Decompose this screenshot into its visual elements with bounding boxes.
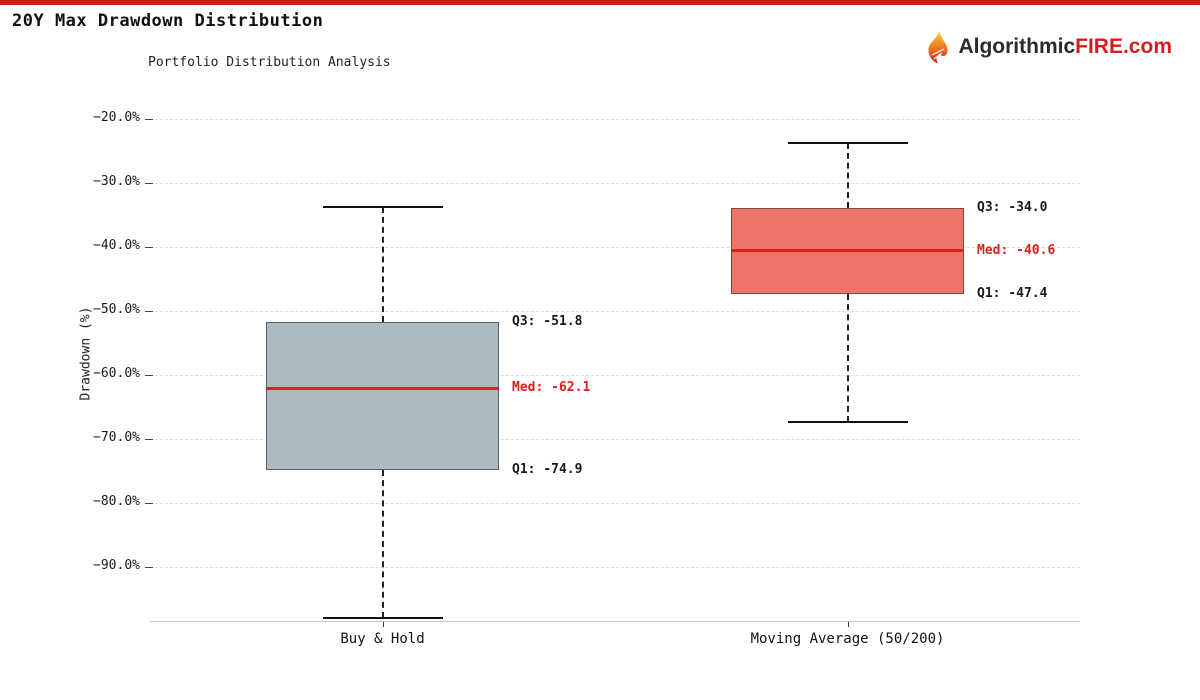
y-tick-mark (145, 438, 153, 440)
y-tick-mark (145, 182, 153, 184)
whisker-cap-upper (322, 206, 443, 209)
gridline (150, 374, 1080, 376)
y-tick-label: −30.0% (93, 173, 140, 189)
x-tick-mark (382, 622, 384, 627)
gridline (150, 118, 1080, 120)
y-tick-label: −60.0% (93, 365, 140, 381)
y-tick-label: −40.0% (93, 237, 140, 253)
logo[interactable]: AlgorithmicFIRE.com (922, 28, 1172, 66)
q1-annotation: Q1: -47.4 (977, 286, 1048, 302)
median-line (731, 249, 964, 253)
x-category-label: Buy & Hold (340, 631, 425, 647)
y-tick-mark (145, 310, 153, 312)
whisker-lower (846, 294, 849, 422)
whisker-cap-lower (787, 420, 908, 423)
gridline (150, 502, 1080, 504)
whisker-cap-upper (787, 142, 908, 145)
y-tick-label: −50.0% (93, 301, 140, 317)
gridline (150, 566, 1080, 568)
whisker-cap-lower (322, 616, 443, 619)
median-annotation: Med: -62.1 (512, 380, 591, 396)
y-tick-label: −80.0% (93, 493, 140, 509)
logo-text-red: FIRE.com (1075, 35, 1172, 58)
gridline (150, 182, 1080, 184)
page-title: 20Y Max Drawdown Distribution (12, 11, 324, 31)
y-tick-label: −90.0% (93, 557, 140, 573)
whisker-lower (381, 470, 384, 618)
y-tick-mark (145, 566, 153, 568)
y-tick-mark (145, 118, 153, 120)
gridline (150, 438, 1080, 440)
y-tick-mark (145, 502, 153, 504)
logo-text-dark: Algorithmic (958, 35, 1076, 58)
gridline (150, 310, 1080, 312)
whisker-upper (846, 143, 849, 209)
median-line (266, 386, 499, 390)
box (266, 322, 499, 471)
boxplot-canvas: −20.0% −30.0% −40.0% −50.0% −60.0% −70.0% −80.… (93, 90, 1080, 647)
chart-subtitle: Portfolio Distribution Analysis (148, 55, 391, 70)
x-tick-mark (847, 622, 849, 627)
whisker-upper (381, 207, 384, 323)
q3-annotation: Q3: -34.0 (977, 200, 1048, 216)
y-tick-label: −70.0% (93, 429, 140, 445)
y-tick-mark (145, 374, 153, 376)
y-tick-label: −20.0% (93, 109, 140, 125)
q1-annotation: Q1: -74.9 (512, 462, 583, 478)
gridline (150, 246, 1080, 248)
y-tick-mark (145, 246, 153, 248)
q3-annotation: Q3: -51.8 (512, 314, 583, 330)
median-annotation: Med: -40.6 (977, 242, 1056, 258)
top-accent-bar (0, 0, 1200, 5)
x-category-label: Moving Average (50/200) (750, 631, 945, 647)
flame-icon (922, 29, 954, 65)
logo-text: AlgorithmicFIRE.com (958, 35, 1172, 59)
